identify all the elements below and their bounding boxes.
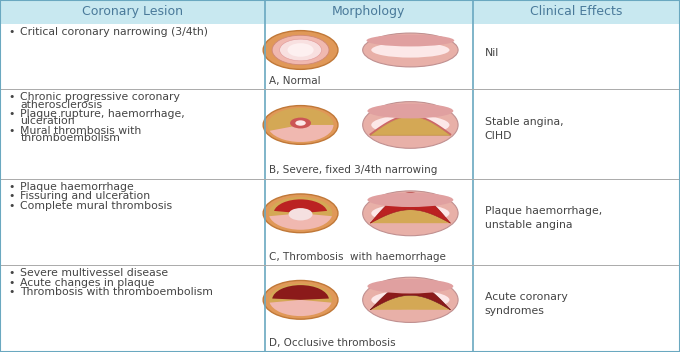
Text: •: • (9, 27, 15, 37)
Text: Plaque haemorrhage,
unstable angina: Plaque haemorrhage, unstable angina (485, 206, 602, 230)
Text: atherosclerosis: atherosclerosis (20, 100, 103, 109)
Polygon shape (371, 283, 450, 310)
Text: Stable angina,
CIHD: Stable angina, CIHD (485, 118, 564, 142)
Circle shape (279, 39, 322, 61)
Text: D, Occlusive thrombosis: D, Occlusive thrombosis (269, 339, 395, 348)
Text: Plaque haemorrhage: Plaque haemorrhage (20, 182, 134, 192)
Polygon shape (371, 117, 450, 135)
Text: Critical coronary narrowing (3/4th): Critical coronary narrowing (3/4th) (20, 27, 208, 37)
Text: Nil: Nil (485, 48, 499, 58)
Ellipse shape (371, 42, 449, 58)
Circle shape (295, 120, 306, 126)
Text: Acute changes in plaque: Acute changes in plaque (20, 278, 155, 288)
Circle shape (288, 43, 313, 57)
Circle shape (263, 106, 338, 144)
Text: Clinical Effects: Clinical Effects (530, 6, 622, 18)
Circle shape (263, 31, 338, 69)
Text: B, Severe, fixed 3/4th narrowing: B, Severe, fixed 3/4th narrowing (269, 165, 437, 175)
Text: •: • (9, 92, 15, 102)
Polygon shape (371, 210, 450, 223)
Text: Morphology: Morphology (333, 6, 405, 18)
Bar (0, 0, 680, 24)
Wedge shape (269, 197, 333, 216)
Wedge shape (268, 108, 333, 131)
Ellipse shape (367, 279, 454, 294)
Ellipse shape (362, 191, 458, 236)
Wedge shape (270, 125, 333, 142)
Text: •: • (9, 191, 15, 201)
Ellipse shape (362, 33, 458, 67)
Circle shape (290, 118, 311, 128)
Circle shape (263, 194, 338, 233)
Ellipse shape (371, 290, 449, 309)
Text: Mural thrombosis with: Mural thrombosis with (20, 126, 141, 136)
Wedge shape (270, 300, 331, 316)
Circle shape (272, 35, 329, 65)
Polygon shape (371, 193, 450, 223)
Text: Coronary Lesion: Coronary Lesion (82, 6, 183, 18)
Ellipse shape (367, 103, 454, 118)
Text: •: • (9, 182, 15, 192)
Text: C, Thrombosis  with haemorrhage: C, Thrombosis with haemorrhage (269, 252, 445, 262)
Ellipse shape (371, 204, 449, 223)
Text: Complete mural thrombosis: Complete mural thrombosis (20, 201, 173, 211)
Text: •: • (9, 201, 15, 211)
Text: thromboembolism: thromboembolism (20, 133, 120, 143)
Text: •: • (9, 278, 15, 288)
Text: Acute coronary
syndromes: Acute coronary syndromes (485, 292, 568, 316)
Ellipse shape (371, 115, 449, 135)
Ellipse shape (362, 102, 458, 148)
Ellipse shape (367, 34, 454, 46)
Text: Chronic progressive coronary: Chronic progressive coronary (20, 92, 180, 102)
Text: Thrombosis with thromboembolism: Thrombosis with thromboembolism (20, 287, 214, 297)
Text: Plaque rupture, haemorrhage,: Plaque rupture, haemorrhage, (20, 109, 185, 119)
Text: •: • (9, 126, 15, 136)
Text: •: • (9, 268, 15, 278)
Text: ulceration: ulceration (20, 117, 75, 126)
Wedge shape (269, 213, 332, 230)
Polygon shape (371, 295, 450, 310)
Circle shape (288, 208, 313, 220)
Wedge shape (269, 284, 332, 303)
Ellipse shape (362, 277, 458, 322)
Circle shape (263, 281, 338, 319)
Text: A, Normal: A, Normal (269, 76, 320, 86)
Text: •: • (9, 287, 15, 297)
Wedge shape (274, 199, 327, 213)
Text: •: • (9, 109, 15, 119)
Text: Severe multivessel disease: Severe multivessel disease (20, 268, 169, 278)
Text: Fissuring and ulceration: Fissuring and ulceration (20, 191, 150, 201)
Wedge shape (272, 285, 329, 300)
Ellipse shape (367, 193, 454, 207)
